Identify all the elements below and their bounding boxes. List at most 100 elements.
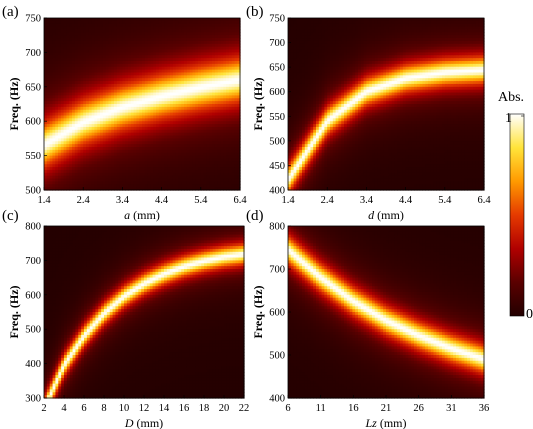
heatmap-cell: [46, 92, 51, 96]
heatmap-cell: [128, 46, 132, 51]
heatmap-cell: [63, 132, 67, 137]
heatmap-cell: [133, 141, 137, 145]
heatmap-cell: [100, 66, 104, 71]
heatmap-cell: [44, 81, 48, 85]
heatmap-cell: [108, 164, 112, 168]
heatmap-cell: [147, 78, 151, 82]
heatmap-cell: [153, 40, 157, 45]
heatmap-cell: [55, 98, 59, 102]
heatmap-cell: [58, 32, 62, 36]
heatmap-cell: [83, 101, 87, 105]
heatmap-cell: [44, 167, 48, 171]
heatmap-cell: [91, 86, 95, 91]
heatmap-cell: [130, 118, 135, 122]
heatmap-cell: [58, 147, 62, 151]
heatmap-cell: [147, 155, 151, 160]
heatmap-cell: [86, 132, 90, 137]
heatmap-cell: [111, 61, 115, 65]
heatmap-cell: [77, 144, 81, 148]
heatmap-cell: [49, 141, 53, 145]
heatmap-cell: [97, 172, 101, 177]
heatmap-cell: [77, 187, 81, 191]
heatmap-cell: [105, 121, 109, 125]
heatmap-cell: [88, 61, 93, 65]
heatmap-cell: [128, 20, 132, 25]
heatmap-cell: [91, 55, 95, 59]
heatmap-cell: [119, 129, 123, 134]
heatmap-cell: [130, 61, 135, 65]
heatmap-cell: [142, 89, 146, 94]
heatmap-cell: [108, 95, 112, 99]
heatmap-cell: [66, 109, 70, 114]
heatmap-cell: [88, 106, 93, 111]
heatmap-cell: [133, 181, 137, 185]
heatmap-cell: [102, 181, 107, 185]
heatmap-cell: [119, 69, 123, 74]
heatmap-cell: [144, 184, 149, 188]
heatmap-cell: [102, 78, 107, 82]
heatmap-cell: [72, 92, 76, 96]
heatmap-cell: [144, 26, 149, 31]
heatmap-cell: [105, 52, 109, 56]
heatmap-cell: [130, 38, 135, 42]
heatmap-cell: [116, 172, 121, 177]
heatmap-cell: [139, 63, 143, 68]
heatmap-cell: [114, 55, 118, 59]
heatmap-cell: [80, 43, 84, 48]
heatmap-cell: [114, 161, 118, 165]
heatmap-cell: [80, 55, 84, 59]
heatmap-cell: [108, 89, 112, 94]
heatmap-cell: [88, 101, 93, 105]
heatmap-cell: [80, 155, 84, 160]
heatmap-cell: [66, 92, 70, 96]
heatmap-cell: [100, 115, 104, 119]
heatmap-cell: [49, 106, 53, 111]
heatmap-cell: [58, 167, 62, 171]
heatmap-cell: [105, 106, 109, 111]
heatmap-cell: [125, 72, 129, 76]
heatmap-cell: [108, 115, 112, 119]
heatmap-cell: [156, 29, 160, 33]
heatmap-cell: [72, 126, 76, 131]
heatmap-cell: [102, 20, 107, 25]
heatmap-cell: [122, 175, 126, 180]
heatmap-cell: [77, 46, 81, 51]
heatmap-cell: [150, 115, 154, 119]
heatmap-cell: [122, 72, 126, 76]
heatmap-cell: [55, 46, 59, 51]
heatmap-cell: [111, 46, 115, 51]
heatmap-cell: [86, 181, 90, 185]
heatmap-cell: [147, 144, 151, 148]
heatmap-cell: [63, 38, 67, 42]
heatmap-cell: [119, 161, 123, 165]
heatmap-cell: [44, 124, 48, 128]
heatmap-cell: [66, 58, 70, 62]
heatmap-cell: [144, 132, 149, 137]
heatmap-cell: [119, 121, 123, 125]
heatmap-cell: [63, 89, 67, 94]
heatmap-cell: [108, 106, 112, 111]
heatmap-cell: [44, 86, 48, 91]
heatmap-cell: [128, 147, 132, 151]
heatmap-cell: [150, 63, 154, 68]
heatmap-cell: [116, 81, 121, 85]
heatmap-cell: [108, 181, 112, 185]
heatmap-cell: [49, 104, 53, 108]
heatmap-cell: [46, 32, 51, 36]
heatmap-cell: [91, 126, 95, 131]
heatmap-cell: [100, 109, 104, 114]
heatmap-cell: [94, 69, 98, 74]
heatmap-cell: [55, 124, 59, 128]
heatmap-cell: [77, 89, 81, 94]
heatmap-cell: [136, 69, 140, 74]
heatmap-cell: [102, 40, 107, 45]
heatmap-cell: [44, 55, 48, 59]
heatmap-cell: [150, 147, 154, 151]
heatmap-cell: [97, 181, 101, 185]
heatmap-cell: [108, 101, 112, 105]
heatmap-cell: [55, 72, 59, 76]
heatmap-cell: [119, 115, 123, 119]
heatmap-cell: [77, 141, 81, 145]
heatmap-cell: [114, 152, 118, 157]
heatmap-cell: [122, 20, 126, 25]
